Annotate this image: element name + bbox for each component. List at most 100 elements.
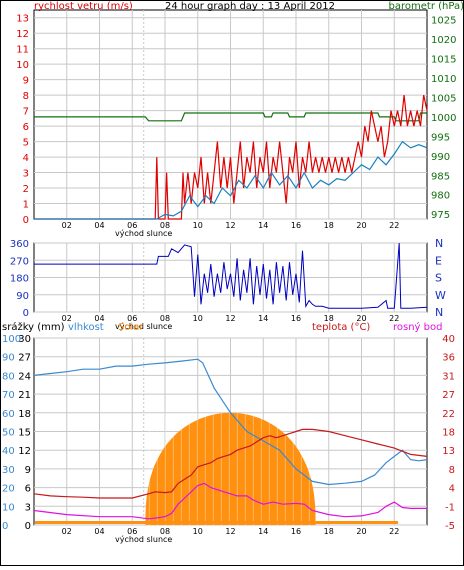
- humidity-tick: 20: [2, 484, 15, 495]
- x-tick-label: 06: [127, 221, 137, 230]
- wind-speed-tick: 1: [23, 200, 29, 211]
- wind-speed-tick: 0: [23, 215, 29, 226]
- precip-tick: 3: [25, 502, 31, 513]
- x-tick-label: 08: [160, 527, 170, 536]
- humidity-tick: 40: [2, 446, 15, 457]
- chart-title: 24 hour graph day : 13 April 2012: [165, 1, 335, 12]
- precip-tick: 18: [18, 409, 31, 420]
- humidity-tick: 80: [2, 371, 15, 382]
- sunrise-label: východ slunce: [115, 229, 172, 238]
- barometer-tick: 980: [431, 191, 450, 202]
- x-tick-label: 02: [62, 314, 72, 323]
- barometer-tick: 1005: [431, 93, 456, 104]
- wind-speed-tick: 10: [16, 60, 29, 71]
- x-tick-label: 14: [258, 314, 268, 323]
- x-tick-label: 04: [94, 527, 104, 536]
- x-tick-label: 02: [62, 221, 72, 230]
- wind-speed-tick: 12: [16, 29, 29, 40]
- humidity-line: [33, 358, 428, 486]
- temp-tick: 31: [442, 371, 455, 382]
- wind-speed-tick: 8: [23, 91, 29, 102]
- precip-axis-label: srážky (mm): [2, 321, 65, 333]
- x-tick-label: 02: [62, 527, 72, 536]
- barometer-tick: 995: [431, 132, 450, 143]
- x-tick-label: 08: [160, 314, 170, 323]
- wind-direction-tick: 180: [10, 274, 29, 285]
- wind-direction-tick: 270: [10, 256, 29, 267]
- x-tick-label: 18: [324, 527, 334, 536]
- x-tick-label: 12: [225, 527, 235, 536]
- temp-tick: 22: [442, 409, 455, 420]
- wind-direction-tick: 360: [10, 239, 29, 250]
- x-tick-label: 20: [356, 527, 366, 536]
- x-tick-label: 04: [94, 314, 104, 323]
- barometer-tick: 990: [431, 152, 450, 163]
- precip-tick: 30: [18, 334, 31, 345]
- humidity-tick: 30: [2, 465, 15, 476]
- x-tick-label: 18: [324, 314, 334, 323]
- x-tick-label: 06: [127, 527, 137, 536]
- solar-area: [145, 412, 316, 525]
- wind-direction-tick: 90: [16, 291, 29, 302]
- barometer-axis-label: barometr (hPa): [389, 1, 464, 12]
- wind-speed-tick: 2: [23, 184, 29, 195]
- wind-speed-axis-label: rychlost vetru (m/s): [34, 1, 133, 12]
- wind-speed-tick: 3: [23, 169, 29, 180]
- temp-axis-label: teplota (°C): [312, 322, 370, 333]
- temp-humidity-chart: srážky (mm) vlhkost Solar teplota (°C) rosný…: [2, 321, 455, 544]
- wind-speed-tick: 5: [23, 138, 29, 149]
- x-tick-label: 12: [225, 314, 235, 323]
- wind-speed-line: [34, 140, 428, 220]
- temp-tick: -5: [445, 521, 455, 532]
- temp-tick: 27: [442, 390, 455, 401]
- dewpoint-line: [33, 482, 427, 520]
- precip-tick: 24: [18, 371, 31, 382]
- solar-label: Solar: [118, 322, 144, 333]
- barometer-tick: 985: [431, 171, 450, 182]
- x-tick-label: 14: [258, 527, 268, 536]
- temp-tick: 36: [442, 353, 455, 364]
- x-tick-label: 06: [127, 314, 137, 323]
- precip-tick: 0: [25, 521, 31, 532]
- compass-label: N: [435, 237, 443, 250]
- compass-label: S: [435, 272, 442, 285]
- precip-tick: 6: [25, 484, 31, 495]
- wind-direction-line: [34, 242, 428, 309]
- x-tick-label: 16: [291, 221, 301, 230]
- x-tick-label: 22: [389, 527, 399, 536]
- x-tick-label: 20: [356, 221, 366, 230]
- x-tick-label: 16: [291, 314, 301, 323]
- barometer-tick: 1010: [431, 74, 456, 85]
- wind-speed-tick: 4: [23, 153, 29, 164]
- x-tick-label: 14: [258, 221, 268, 230]
- humidity-tick: 50: [2, 428, 15, 439]
- wind-speed-tick: 6: [23, 122, 29, 133]
- x-tick-label: 16: [291, 527, 301, 536]
- wind-gust-line: [34, 94, 428, 220]
- barometer-tick: 1000: [431, 113, 456, 124]
- temp-tick: -1: [445, 502, 455, 513]
- compass-label: N: [435, 306, 443, 319]
- precip-tick: 21: [18, 390, 31, 401]
- humidity-tick: 100: [2, 334, 21, 345]
- precip-baseline: [35, 521, 398, 524]
- humidity-axis-label: vlhkost: [68, 322, 104, 333]
- x-tick-label: 12: [225, 221, 235, 230]
- humidity-tick: 10: [2, 502, 15, 513]
- temp-tick: 4: [449, 484, 455, 495]
- temp-tick: 8: [449, 465, 455, 476]
- x-tick-label: 18: [324, 221, 334, 230]
- x-tick-label: 08: [160, 221, 170, 230]
- x-tick-label: 04: [94, 221, 104, 230]
- dewpoint-axis-label: rosný bod: [393, 321, 442, 333]
- x-tick-label: 10: [193, 221, 203, 230]
- wind-speed-tick: 11: [16, 45, 29, 56]
- wind-speed-tick: 9: [23, 76, 29, 87]
- barometer-tick: 1015: [431, 55, 456, 66]
- compass-label: E: [435, 254, 442, 267]
- x-tick-label: 22: [389, 221, 399, 230]
- sunrise-label: východ slunce: [115, 535, 172, 544]
